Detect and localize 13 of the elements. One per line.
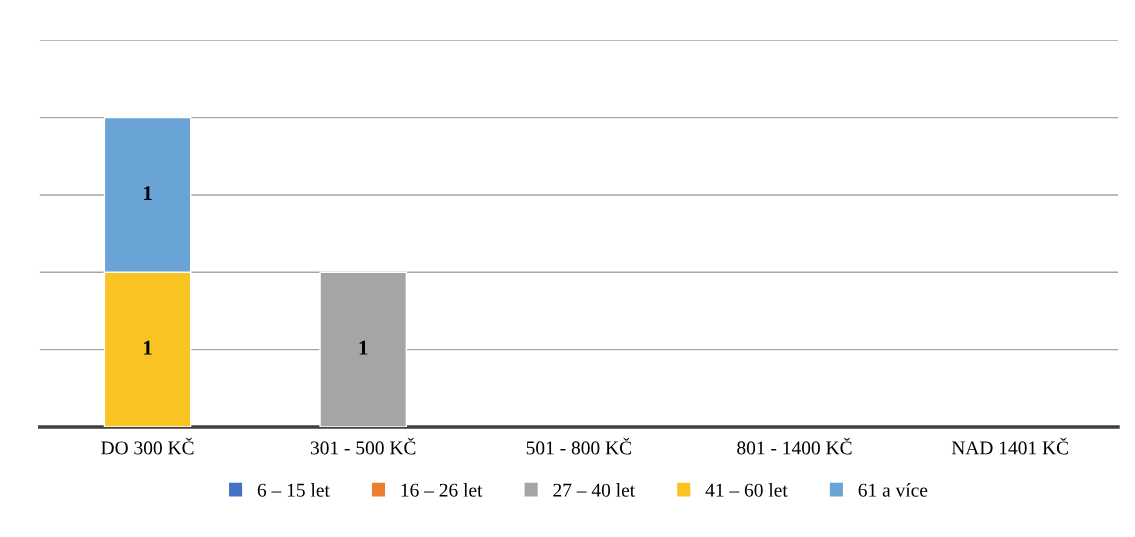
data-label: 1 bbox=[144, 340, 152, 355]
x-tick-label: DO 300 KČ bbox=[101, 437, 194, 455]
legend-label: 16 – 26 let bbox=[401, 483, 483, 497]
legend-label: 41 – 60 let bbox=[705, 483, 788, 497]
data-label: 1 bbox=[144, 186, 152, 200]
x-tick-label: 801 - 1400 KČ bbox=[737, 437, 852, 455]
x-tick-label: 501 - 800 KČ bbox=[526, 437, 631, 455]
x-tick-label: 301 - 500 KČ bbox=[310, 437, 416, 455]
x-tick-label: NAD 1401 KČ bbox=[951, 437, 1068, 455]
data-label: 1 bbox=[359, 340, 368, 355]
legend-label: 27 – 40 let bbox=[553, 483, 636, 497]
legend-label: 61 a více bbox=[858, 483, 928, 497]
legend-label: 6 – 15 let bbox=[257, 483, 330, 497]
